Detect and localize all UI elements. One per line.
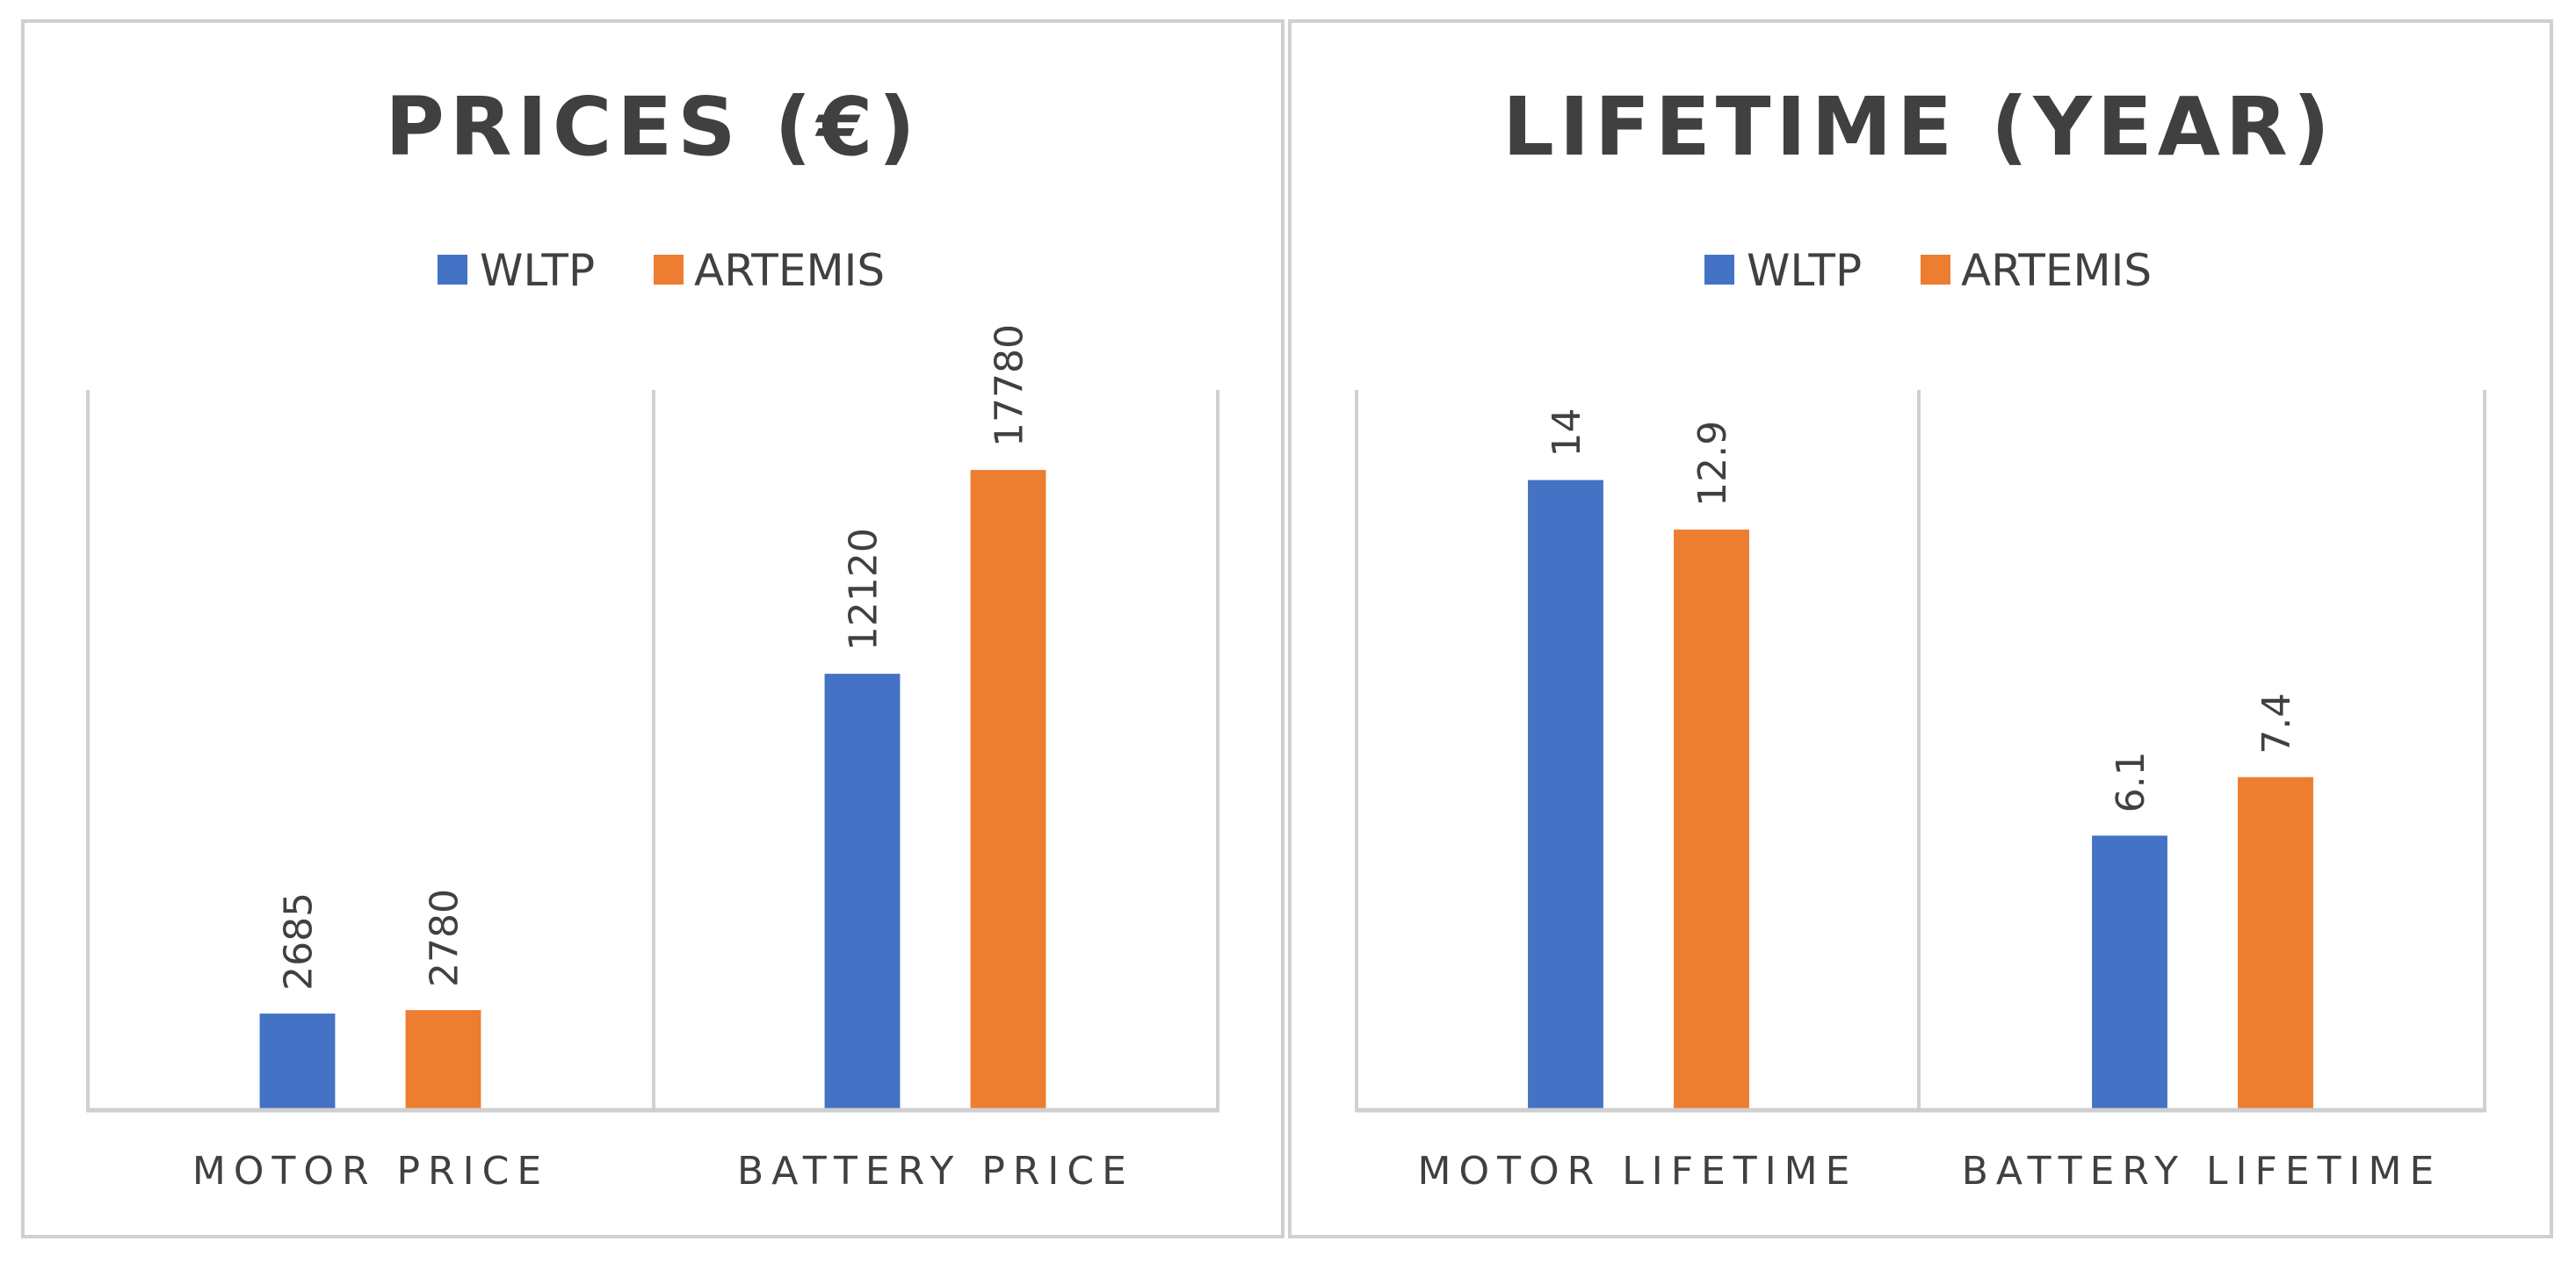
value-label-artemis-motor-price: 2780: [423, 889, 467, 987]
bars-prices: 2685 2780 12120 17780: [259, 324, 1046, 1111]
bar-artemis-battery-price: [970, 469, 1046, 1111]
legend-lifetime: WLTP ARTEMIS: [1704, 245, 2152, 296]
chart-panel-lifetime: LIFETIME (YEAR) WLTP ARTEMIS 14 12.9 6.1 7.…: [1288, 19, 2553, 1238]
bar-wltp-motor-lifetime: [1527, 480, 1604, 1111]
category-label-battery-price: BATTERY PRICE: [737, 1149, 1134, 1194]
legend-swatch-wltp: [438, 255, 467, 285]
chart-title-lifetime: LIFETIME (YEAR): [1502, 80, 2335, 174]
legend-label-artemis: ARTEMIS: [694, 245, 885, 296]
legend-label-wltp: WLTP: [1747, 245, 1862, 296]
chart-title-prices: PRICES (€): [385, 80, 920, 174]
value-label-wltp-motor-lifetime: 14: [1545, 408, 1589, 458]
bar-artemis-battery-lifetime: [2237, 776, 2314, 1111]
value-label-artemis-motor-lifetime: 12.9: [1690, 421, 1735, 507]
chart-panel-prices: PRICES (€) WLTP ARTEMIS 2685 2780 12120 177…: [21, 19, 1284, 1238]
legend-label-wltp: WLTP: [480, 245, 595, 296]
value-label-artemis-battery-lifetime: 7.4: [2254, 693, 2299, 754]
bar-artemis-motor-lifetime: [1673, 529, 1750, 1111]
value-label-wltp-battery-price: 12120: [842, 528, 886, 651]
bar-wltp-battery-lifetime: [2091, 834, 2168, 1111]
legend-swatch-artemis: [1921, 255, 1950, 285]
value-label-wltp-motor-price: 2685: [277, 892, 322, 991]
category-label-battery-lifetime: BATTERY LIFETIME: [1962, 1149, 2442, 1194]
value-label-artemis-battery-price: 17780: [988, 324, 1032, 447]
bar-artemis-motor-price: [405, 1009, 481, 1111]
bar-wltp-battery-price: [824, 673, 901, 1111]
legend-label-artemis: ARTEMIS: [1961, 245, 2152, 296]
legend-swatch-wltp: [1704, 255, 1734, 285]
value-label-wltp-battery-lifetime: 6.1: [2109, 751, 2153, 812]
category-label-motor-lifetime: MOTOR LIFETIME: [1418, 1149, 1858, 1194]
bar-wltp-motor-price: [259, 1013, 336, 1111]
legend-prices: WLTP ARTEMIS: [438, 245, 885, 296]
category-label-motor-price: MOTOR PRICE: [192, 1149, 549, 1194]
legend-swatch-artemis: [654, 255, 684, 285]
bars-lifetime: 14 12.9 6.1 7.4: [1527, 408, 2314, 1111]
